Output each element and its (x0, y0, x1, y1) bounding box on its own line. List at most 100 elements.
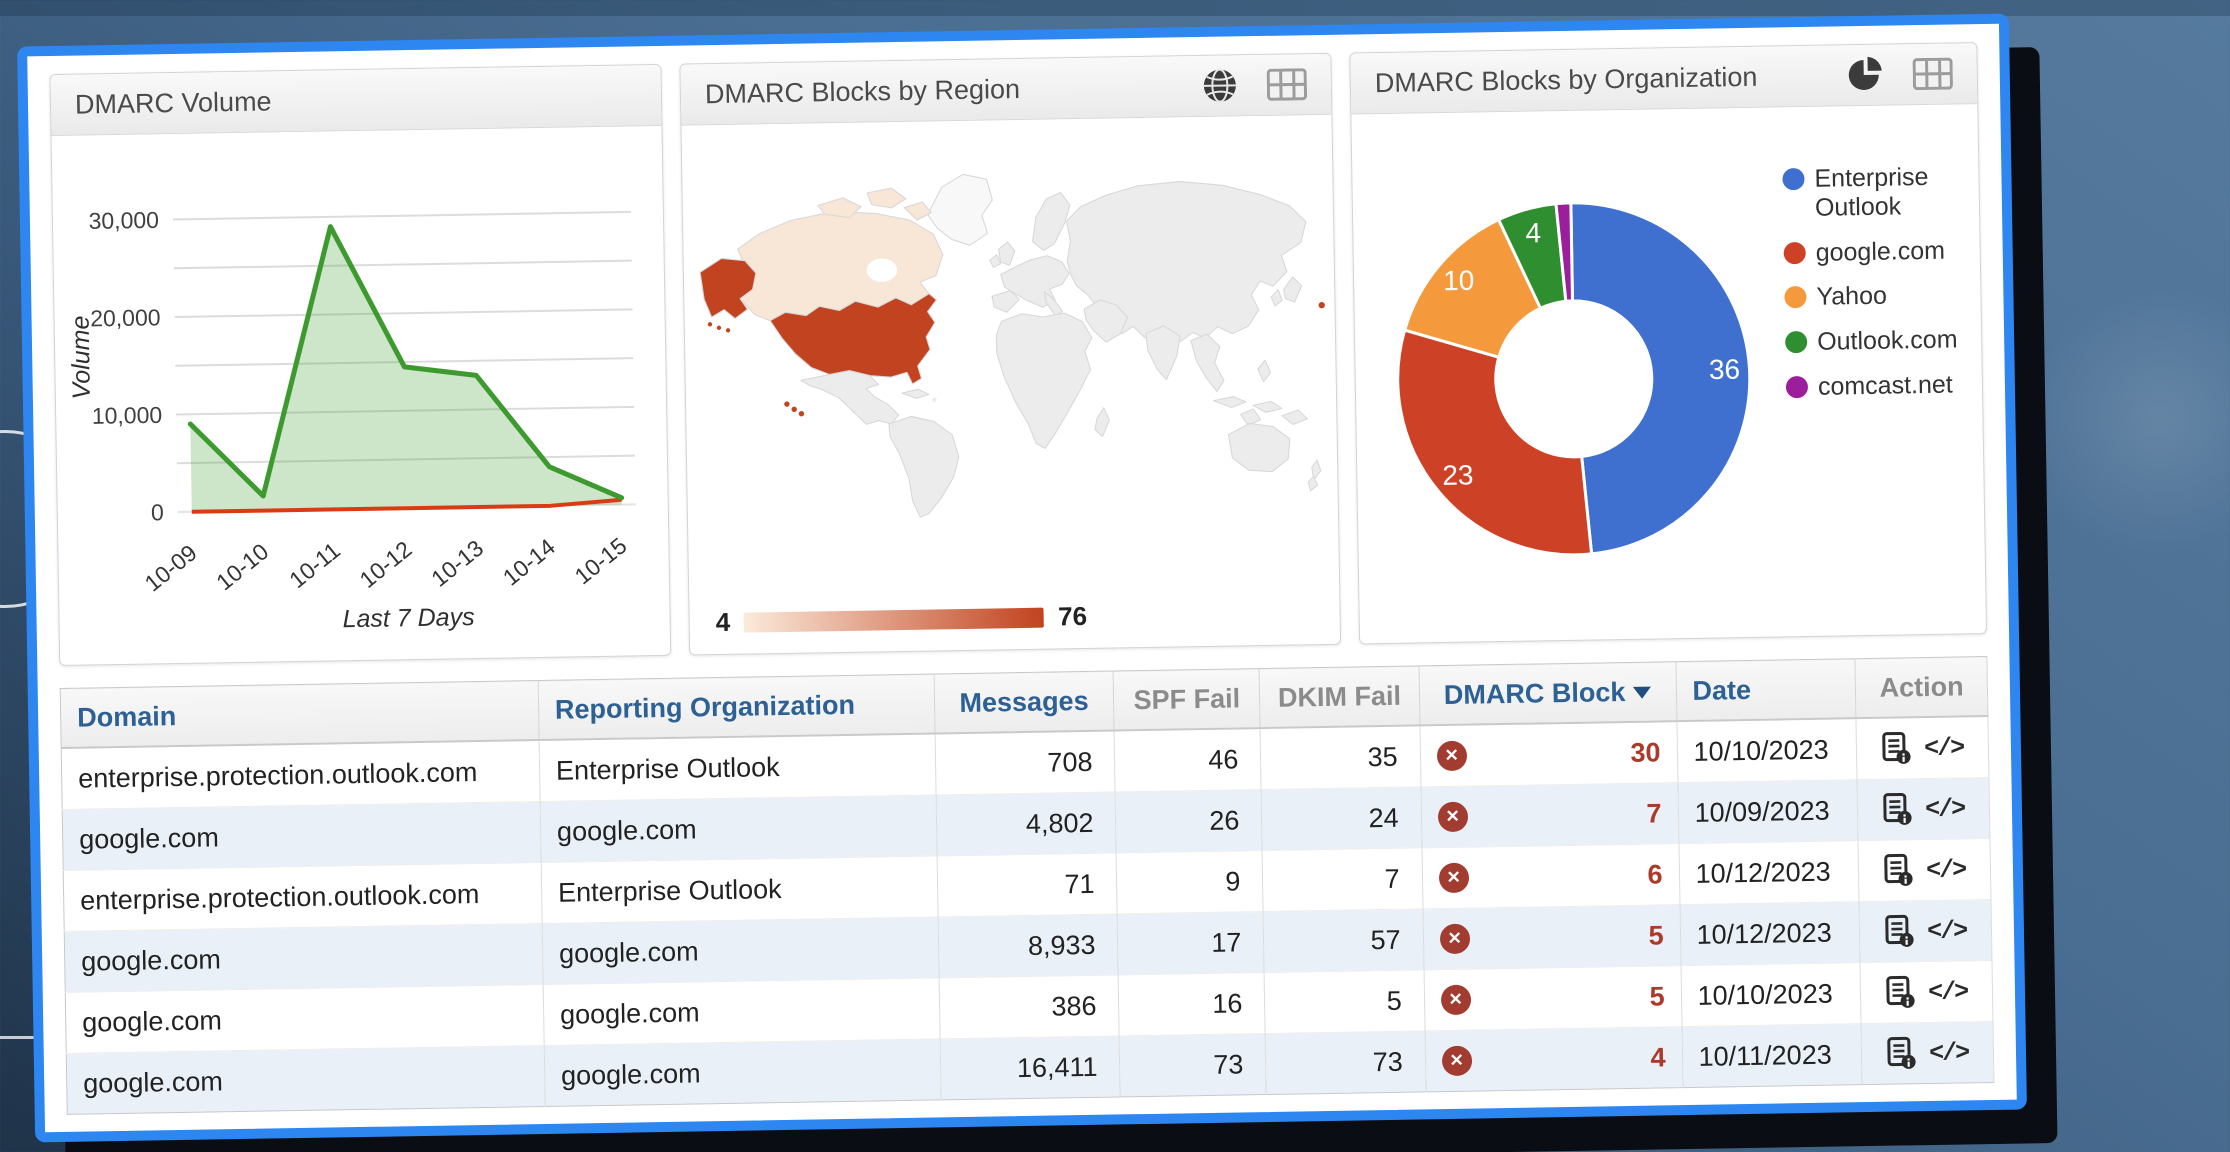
donut-slice-yahoo (1402, 217, 1543, 360)
cell-spf-fail: 46 (1114, 728, 1262, 792)
cell-spf-fail: 73 (1119, 1033, 1267, 1097)
cell-spf-fail: 16 (1118, 972, 1266, 1036)
code-icon[interactable]: </> (1923, 732, 1964, 763)
svg-text:10-11: 10-11 (284, 537, 345, 593)
block-count: 5 (1648, 919, 1664, 951)
svg-text:0: 0 (151, 499, 164, 525)
legend-label: google.com (1815, 236, 1946, 267)
panel-region-toolbar (1201, 65, 1308, 105)
svg-text:10: 10 (1443, 265, 1475, 297)
cell-dkim-fail: 7 (1262, 847, 1423, 912)
svg-text:20,000: 20,000 (90, 304, 161, 331)
panel-region-header: DMARC Blocks by Region (680, 53, 1332, 126)
cell-date: 10/12/2023 (1679, 901, 1861, 966)
map-africa (995, 312, 1093, 449)
report-details-icon[interactable] (1882, 731, 1913, 765)
dmarc-org-chart: 36 23 10 4 Enterprise Outlook google.com Yaho… (1351, 104, 1986, 643)
map-greenland (927, 173, 993, 246)
column-header-label: DMARC Block (1443, 676, 1626, 710)
cell-reporting-organization: Enterprise Outlook (541, 855, 938, 924)
legend-color-dot (1783, 241, 1806, 264)
table-grid-icon[interactable] (1266, 68, 1308, 101)
column-header-label: SPF Fail (1133, 682, 1241, 715)
cell-action: </> (1857, 777, 1990, 841)
cell-dkim-fail: 24 (1261, 786, 1422, 851)
column-header-reporting-organization[interactable]: Reporting Organization (538, 673, 935, 741)
table-row: google.com google.com 4,802 26 24 ✕ 7 10/09/202… (62, 777, 1990, 871)
svg-text:10,000: 10,000 (92, 402, 163, 429)
cell-date: 10/12/2023 (1678, 840, 1860, 905)
column-header-label: Reporting Organization (554, 689, 856, 725)
legend-item-outlook-com: Outlook.com (1785, 325, 1981, 357)
legend-color-dot (1782, 167, 1805, 191)
map-alaska (699, 257, 757, 320)
cell-domain: google.com (66, 1045, 546, 1115)
map-ireland (989, 254, 1002, 268)
cell-dkim-fail: 35 (1260, 725, 1421, 790)
cell-dmarc-block: ✕ 6 (1421, 843, 1680, 909)
report-details-icon[interactable] (1884, 853, 1915, 887)
block-status-icon: ✕ (1441, 1045, 1472, 1077)
donut-slice-comcast-net (1554, 201, 1575, 303)
panel-title-region: DMARC Blocks by Region (704, 73, 1021, 109)
svg-text:10-10: 10-10 (211, 538, 273, 595)
report-details-icon[interactable] (1885, 914, 1916, 948)
map-philippines (1257, 359, 1272, 383)
code-icon[interactable]: </> (1928, 1037, 1969, 1068)
cell-reporting-organization: google.com (542, 916, 939, 985)
column-header-date[interactable]: Date (1675, 658, 1857, 722)
code-icon[interactable]: </> (1926, 915, 1967, 946)
globe-icon[interactable] (1201, 66, 1240, 105)
cell-domain: enterprise.protection.outlook.com (61, 740, 541, 810)
column-header-domain[interactable]: Domain (60, 680, 540, 748)
map-south-america (888, 415, 960, 518)
report-details-icon[interactable] (1887, 1036, 1918, 1070)
report-details-icon[interactable] (1883, 792, 1914, 826)
svg-text:10-09: 10-09 (140, 539, 202, 596)
code-icon[interactable]: </> (1925, 854, 1966, 885)
table-row: google.com google.com 386 16 5 ✕ 5 10/10/2023 </… (65, 960, 1993, 1054)
svg-text:10-15: 10-15 (570, 532, 632, 589)
column-header-dmarc-block[interactable]: DMARC Block (1418, 661, 1677, 726)
cell-dmarc-block: ✕ 5 (1423, 965, 1682, 1031)
column-header-label: Messages (959, 685, 1089, 718)
legend-color-dot (1785, 375, 1809, 399)
map-legend-max: 76 (1057, 600, 1088, 632)
pie-chart-icon[interactable] (1846, 56, 1885, 95)
report-details-icon[interactable] (1886, 975, 1917, 1009)
cell-dkim-fail: 57 (1263, 908, 1424, 973)
top-edge-band (0, 0, 2230, 16)
cell-messages: 16,411 (939, 1035, 1121, 1100)
org-donut-chart: 36 23 10 4 (1396, 201, 1752, 557)
cell-date: 10/10/2023 (1680, 962, 1862, 1027)
cell-spf-fail: 9 (1116, 850, 1264, 914)
map-scandinavia (1032, 191, 1071, 251)
code-icon[interactable]: </> (1927, 976, 1968, 1007)
cell-reporting-organization: google.com (543, 977, 940, 1046)
panel-org-toolbar (1846, 55, 1953, 95)
svg-text:Last 7 Days: Last 7 Days (342, 603, 474, 633)
code-icon[interactable]: </> (1924, 793, 1965, 824)
map-color-scale-legend: 4 76 (715, 601, 1087, 638)
column-header-label: Date (1692, 674, 1752, 706)
map-canada-island (903, 201, 932, 221)
table-grid-icon[interactable] (1912, 57, 1954, 91)
column-header-label: DKIM Fail (1277, 680, 1402, 713)
legend-label: Outlook.com (1816, 325, 1958, 356)
cell-action: </> (1861, 1021, 1994, 1085)
cell-date: 10/11/2023 (1681, 1023, 1863, 1088)
column-header-spf-fail: SPF Fail (1113, 668, 1261, 731)
column-header-messages[interactable]: Messages (933, 670, 1115, 734)
svg-text:23: 23 (1442, 459, 1474, 491)
map-new-zealand (1311, 459, 1322, 481)
block-status-icon: ✕ (1436, 740, 1467, 772)
cell-reporting-organization: google.com (544, 1038, 941, 1107)
map-madagascar (1094, 407, 1110, 438)
svg-text:10-14: 10-14 (498, 533, 560, 590)
cell-action: </> (1856, 716, 1989, 780)
dmarc-volume-chart: 0 10,000 20,000 30,000 10-09 10-10 10-11 10-12 1… (52, 126, 671, 666)
dmarc-table-body: enterprise.protection.outlook.com Enterpr… (61, 716, 1994, 1115)
cell-reporting-organization: google.com (540, 794, 937, 863)
dmarc-report-table: Domain Reporting Organization Messages SPF … (59, 656, 1995, 1115)
